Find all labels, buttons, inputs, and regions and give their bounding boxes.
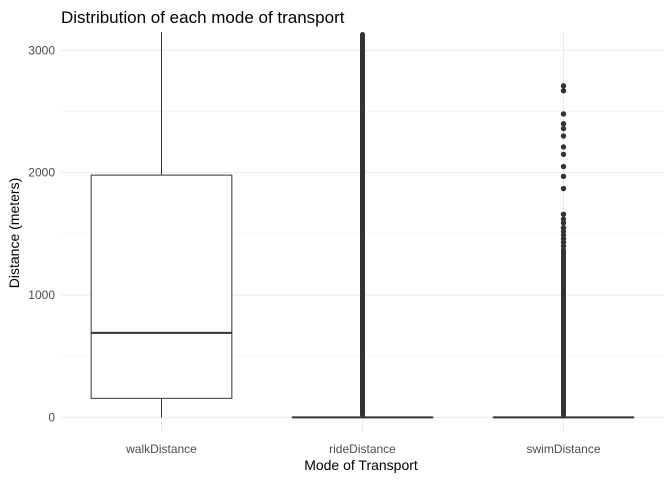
- outlier-point: [560, 83, 567, 89]
- y-tick-label: 1000: [28, 288, 55, 302]
- outlier-point: [560, 144, 567, 150]
- y-tick-label: 0: [48, 410, 55, 424]
- outlier-point: [560, 243, 567, 249]
- x-axis-title: Mode of Transport: [304, 457, 418, 473]
- x-tick-label: swimDistance: [526, 442, 600, 456]
- outlier-band: [360, 32, 365, 418]
- outlier-point: [560, 125, 567, 132]
- outlier-point: [560, 211, 567, 217]
- x-tick-label: walkDistance: [125, 442, 197, 456]
- outlier-point: [560, 185, 567, 192]
- outlier-point: [560, 111, 567, 117]
- y-tick-label: 3000: [28, 43, 55, 57]
- outlier-point: [560, 220, 567, 226]
- outlier-point: [560, 173, 567, 180]
- box-layer: [90, 32, 635, 419]
- box: [90, 174, 233, 399]
- outlier-band: [561, 247, 566, 418]
- x-tick-label: rideDistance: [329, 442, 396, 456]
- outlier-point: [560, 121, 567, 127]
- y-tick-label: 2000: [28, 166, 55, 180]
- outlier-point: [560, 133, 567, 139]
- outlier-point: [560, 151, 567, 158]
- outlier-point: [560, 163, 567, 170]
- y-axis-title: Distance (meters): [6, 178, 22, 288]
- outlier-point: [560, 88, 567, 94]
- axis-layer: 0 1000 2000 3000 walkDistance rideDistance swi…: [28, 43, 601, 456]
- chart-title: Distribution of each mode of transport: [61, 8, 345, 27]
